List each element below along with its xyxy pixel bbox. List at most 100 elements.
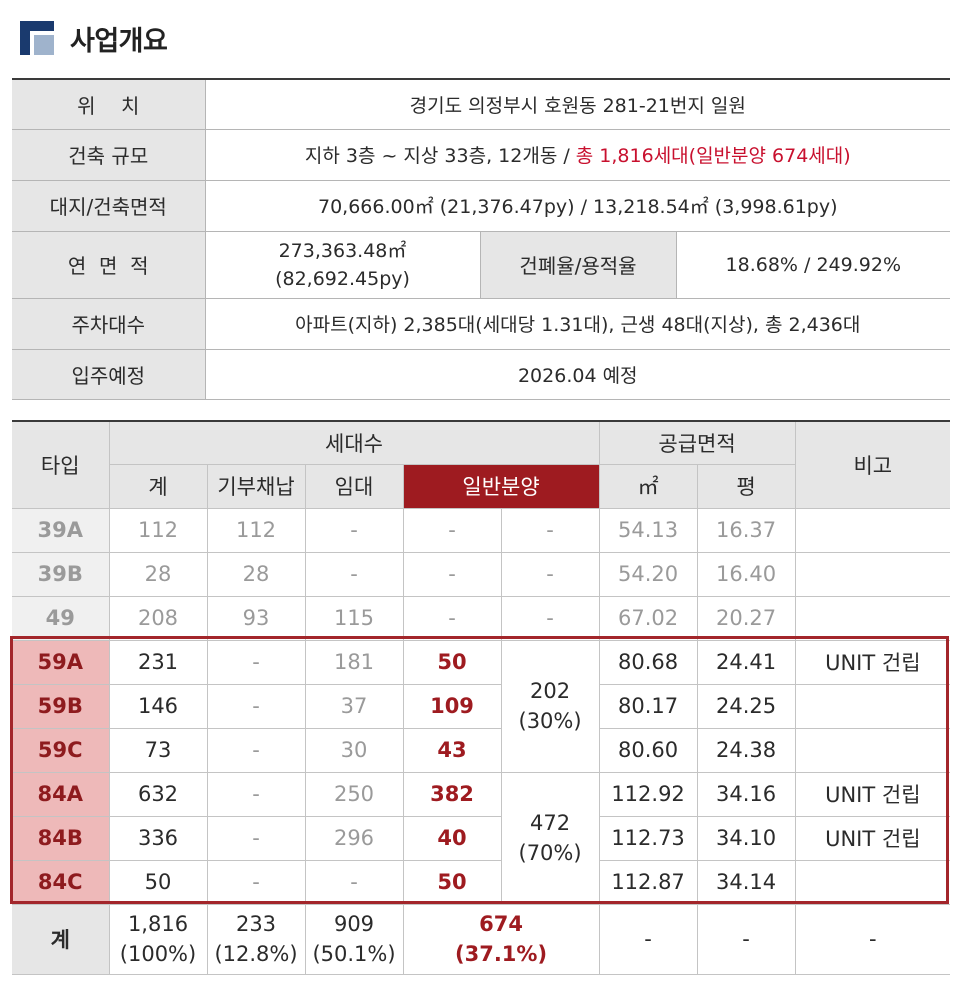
general-group-cell: - — [500, 551, 600, 597]
type-cell: 59A — [12, 639, 110, 685]
totals-row: 계 1,816 (100%) 233 (12.8%) 909 (50.1%) 6… — [12, 903, 951, 975]
table-row: 84A 632 - 250 382 472 (70%) 112.92 34.16… — [12, 771, 951, 905]
totals-donation-value: 233 — [235, 912, 277, 936]
gross-label: 연 면 적 — [12, 231, 206, 299]
scale-label: 건축 규모 — [12, 129, 206, 181]
total-cell: 50 — [108, 859, 208, 905]
rental-cell: 30 — [304, 727, 404, 773]
group84-pct: (70%) — [518, 841, 582, 865]
general-cell: 382 — [402, 771, 502, 817]
note-cell — [794, 727, 951, 773]
note-cell — [794, 551, 951, 597]
total-cell: 28 — [108, 551, 208, 597]
ratio-value: 18.68% / 249.92% — [676, 231, 951, 299]
location-label: 위 치 — [12, 79, 206, 130]
totals-sqm: - — [598, 903, 698, 975]
sqm-cell: 80.17 — [598, 683, 698, 729]
total-cell: 73 — [108, 727, 208, 773]
corner-square-logo-icon — [20, 21, 54, 55]
pyeong-cell: 34.10 — [696, 815, 796, 861]
pyeong-cell: 24.38 — [696, 727, 796, 773]
totals-label: 계 — [12, 903, 110, 975]
general-cell: 43 — [402, 727, 502, 773]
rental-cell: - — [304, 507, 404, 553]
pyeong-cell: 20.27 — [696, 595, 796, 641]
table-row: 84B 336 - 296 40 112.73 34.10 UNIT 건립 — [12, 815, 951, 861]
header-donation: 기부채납 — [206, 463, 306, 509]
parking-value: 아파트(지하) 2,385대(세대당 1.31대), 근생 48대(지상), 총… — [205, 298, 951, 350]
table-row: 39A 112 112 - - - 54.13 16.37 — [12, 507, 951, 553]
movein-label: 입주예정 — [12, 349, 206, 400]
sqm-cell: 80.60 — [598, 727, 698, 773]
general-group-cell: - — [500, 595, 600, 641]
header-supply-area: 공급면적 — [598, 420, 796, 465]
donation-cell: - — [206, 727, 306, 773]
gross-value-py: (82,692.45py) — [275, 267, 410, 290]
rental-cell: 250 — [304, 771, 404, 817]
type-cell: 39A — [12, 507, 110, 553]
pyeong-cell: 16.37 — [696, 507, 796, 553]
overview-table: 위 치 경기도 의정부시 호원동 281-21번지 일원 건축 규모 지하 3층… — [12, 78, 951, 400]
totals-rental-pct: (50.1%) — [312, 942, 396, 966]
note-cell: UNIT 건립 — [794, 815, 951, 861]
sqm-cell: 67.02 — [598, 595, 698, 641]
group84-value: 472 — [529, 811, 571, 835]
location-value: 경기도 의정부시 호원동 281-21번지 일원 — [205, 79, 951, 130]
group59-value: 202 — [529, 679, 571, 703]
header-pyeong: 평 — [696, 463, 796, 509]
note-cell: UNIT 건립 — [794, 771, 951, 817]
general-cell: - — [402, 595, 502, 641]
header-total: 계 — [109, 463, 208, 509]
unit-type-table: 타입 세대수 공급면적 비고 계 기부채납 임대 일반분양 ㎡ 평 39A 11… — [12, 420, 951, 975]
pyeong-cell: 24.41 — [696, 639, 796, 685]
general-cell: - — [402, 551, 502, 597]
type-cell: 84C — [12, 859, 110, 905]
unit-header-row-1: 타입 세대수 공급면적 비고 — [12, 420, 951, 509]
type-cell: 49 — [12, 595, 110, 641]
header-note: 비고 — [794, 420, 951, 509]
table-row: 59A 231 - 181 50 202 (30%) 80.68 24.41 U… — [12, 639, 951, 773]
donation-cell: 93 — [206, 595, 306, 641]
rental-cell: 115 — [304, 595, 404, 641]
sqm-cell: 80.68 — [598, 639, 698, 685]
general-cell: 50 — [402, 639, 502, 685]
rental-cell: - — [304, 551, 404, 597]
general-group-cell: - — [500, 507, 600, 553]
area-value: 70,666.00㎡ (21,376.47py) / 13,218.54㎡ (3… — [205, 180, 951, 232]
type-cell: 39B — [12, 551, 110, 597]
pyeong-cell: 34.14 — [696, 859, 796, 905]
overview-row-scale: 건축 규모 지하 3층 ~ 지상 33층, 12개동 / 총 1,816세대(일… — [12, 129, 951, 181]
header-type: 타입 — [12, 420, 110, 509]
pyeong-cell: 24.25 — [696, 683, 796, 729]
type-cell: 84A — [12, 771, 110, 817]
note-cell: UNIT 건립 — [794, 639, 951, 685]
table-row: 39B 28 28 - - - 54.20 16.40 — [12, 551, 951, 597]
totals-general-pct: (37.1%) — [455, 942, 548, 966]
donation-cell: 28 — [206, 551, 306, 597]
header-rental: 임대 — [304, 463, 404, 509]
totals-note: - — [794, 903, 951, 975]
total-cell: 632 — [108, 771, 208, 817]
group59-pct: (30%) — [518, 709, 582, 733]
rental-cell: - — [304, 859, 404, 905]
total-cell: 208 — [108, 595, 208, 641]
donation-cell: - — [206, 683, 306, 729]
scale-value-highlight: 총 1,816세대(일반분양 674세대) — [575, 145, 851, 167]
header-households: 세대수 — [108, 420, 600, 465]
total-cell: 336 — [108, 815, 208, 861]
rental-cell: 296 — [304, 815, 404, 861]
totals-general-value: 674 — [479, 912, 523, 936]
table-row: 59C 73 - 30 43 80.60 24.38 — [12, 727, 951, 773]
general-cell: - — [402, 507, 502, 553]
unit-header-row-2: 계 기부채납 임대 일반분양 ㎡ 평 — [12, 463, 950, 509]
scale-value-plain: 지하 3층 ~ 지상 33층, 12개동 / — [304, 145, 576, 167]
movein-value: 2026.04 예정 — [205, 349, 951, 400]
totals-donation-pct: (12.8%) — [214, 942, 298, 966]
gross-value: 273,363.48㎡ (82,692.45py) — [205, 231, 480, 299]
type-cell: 59B — [12, 683, 110, 729]
overview-row-gross: 연 면 적 273,363.48㎡ (82,692.45py) 건폐율/용적율 … — [12, 231, 951, 299]
ratio-label: 건폐율/용적율 — [479, 231, 677, 299]
total-cell: 112 — [108, 507, 208, 553]
parking-label: 주차대수 — [12, 298, 206, 350]
general-cell: 109 — [402, 683, 502, 729]
